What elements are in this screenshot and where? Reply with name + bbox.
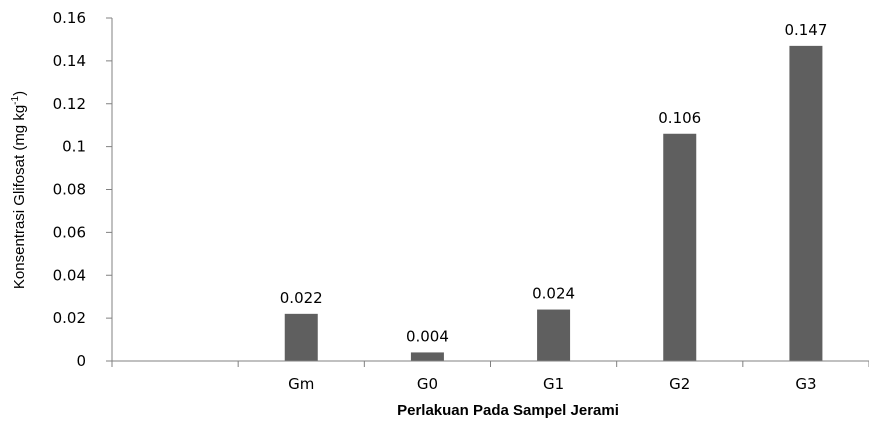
bar-series <box>284 45 823 362</box>
data-label-Gm: 0.022 <box>280 289 323 307</box>
y-tick-label: 0.08 <box>53 181 86 199</box>
y-tick-label: 0.04 <box>53 266 86 284</box>
data-labels: 0.022 0.004 0.024 0.106 0.147 <box>280 21 828 346</box>
bar-G0 <box>410 352 444 361</box>
y-tick-label: 0.1 <box>62 138 86 156</box>
bar-Gm <box>284 313 318 361</box>
x-tick-label: G3 <box>795 375 816 393</box>
y-tick-label: 0.14 <box>53 52 86 70</box>
y-axis-title: Konsentrasi Glifosat (mg kg-1) <box>10 91 28 289</box>
x-tick-label: G2 <box>669 375 690 393</box>
y-axis-title-main: Konsentrasi Glifosat (mg kg <box>11 105 28 289</box>
data-label-G2: 0.106 <box>658 109 701 127</box>
data-label-G3: 0.147 <box>784 21 827 39</box>
data-label-G1: 0.024 <box>532 285 575 303</box>
y-tick-label: 0 <box>76 352 86 370</box>
bar-G3 <box>789 45 823 362</box>
y-axis-ticks: 0 0.02 0.04 0.06 0.08 0.1 0.12 0.14 0.16 <box>53 9 112 370</box>
bar-G2 <box>663 133 697 361</box>
y-axis-title-close: ) <box>11 91 28 96</box>
y-tick-label: 0.06 <box>53 223 86 241</box>
data-label-G0: 0.004 <box>406 327 449 345</box>
x-axis-ticks: Gm G0 G1 G2 G3 <box>111 361 869 393</box>
y-tick-label: 0.02 <box>53 309 86 327</box>
x-tick-label: G0 <box>417 375 438 393</box>
bar-G1 <box>537 309 571 361</box>
y-tick-label: 0.12 <box>53 95 86 113</box>
x-axis-title: Perlakuan Pada Sampel Jerami <box>397 402 619 419</box>
x-tick-label: Gm <box>288 375 314 393</box>
y-tick-label: 0.16 <box>53 9 86 27</box>
x-tick-label: G1 <box>543 375 564 393</box>
y-axis-title-superscript: -1 <box>10 95 21 104</box>
